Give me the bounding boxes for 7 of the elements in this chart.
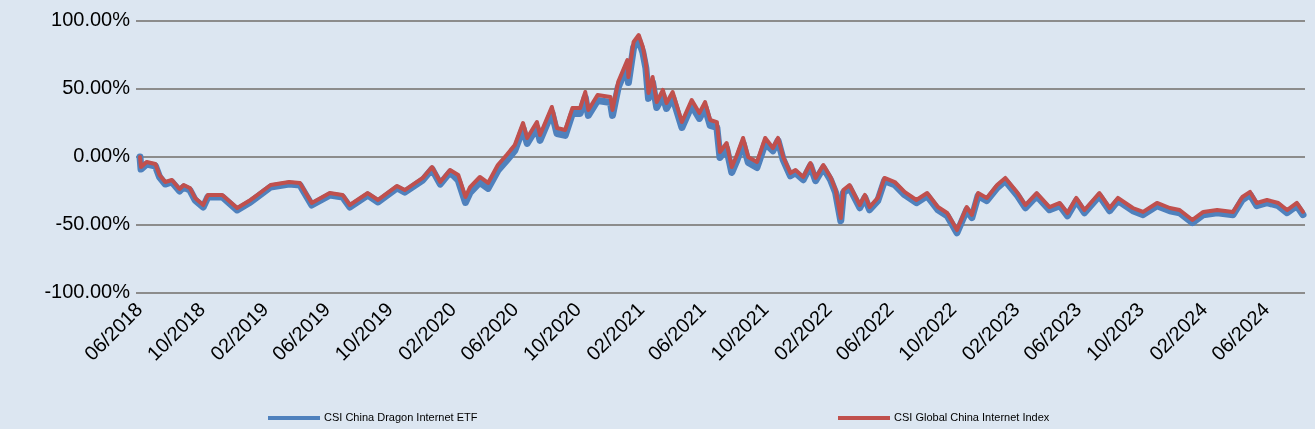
y-tick-label: -100.00%: [44, 280, 131, 303]
y-tick-label: 100.00%: [51, 8, 131, 31]
y-tick-label: 50.00%: [62, 76, 131, 99]
legend-label: CSI Global China Internet Index: [894, 410, 1050, 423]
y-tick-label: 0.00%: [73, 144, 131, 167]
legend-label: CSI China Dragon Internet ETF: [324, 410, 478, 423]
y-tick-label: -50.00%: [55, 212, 131, 235]
